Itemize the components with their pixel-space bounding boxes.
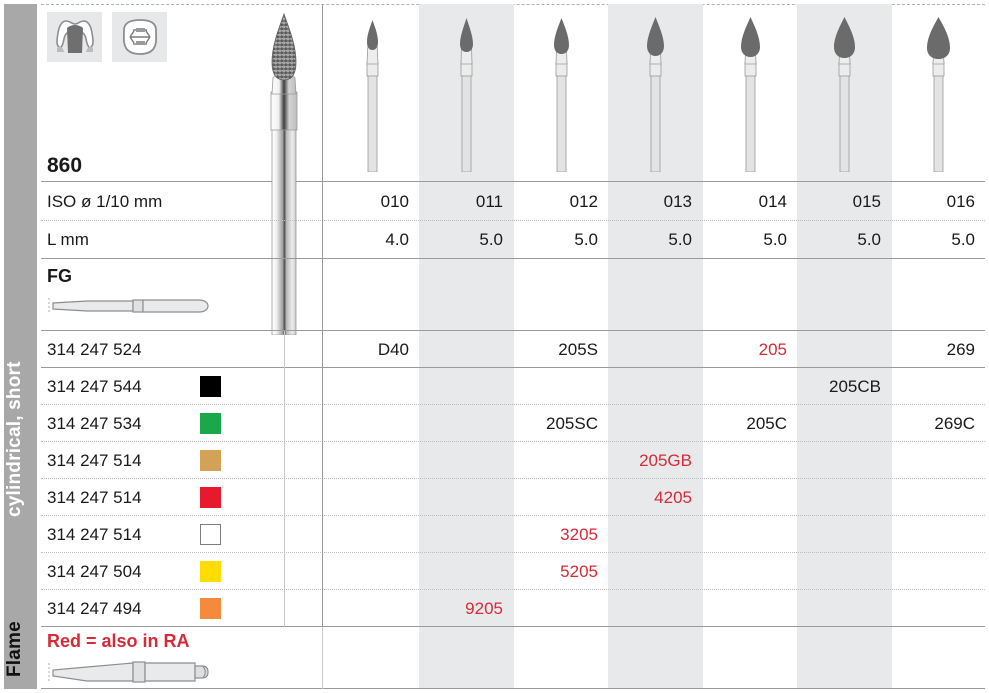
tooth-occlusal-icon — [112, 12, 167, 62]
ra-note-block: Red = also in RA — [41, 627, 985, 689]
sidebar-shape-group-label: cylindrical, short — [4, 361, 25, 517]
grit-swatch-white — [200, 524, 221, 545]
spec-row-length-label: L mm — [47, 230, 89, 249]
separator-row-6 — [41, 589, 985, 590]
shank-type-label: FG — [47, 266, 72, 286]
grit-swatch-orange — [200, 598, 221, 619]
product-row-3[interactable]: 314 247 514 205GB — [41, 442, 985, 478]
bur-illustration-012 — [514, 12, 608, 173]
iso-value-010: 010 — [380, 192, 409, 211]
product-code-0-016: 269 — [946, 340, 975, 359]
product-ref-5: 314 247 514 — [47, 525, 142, 544]
grit-swatch-yellow — [200, 561, 221, 582]
fg-shank-illustration — [47, 292, 222, 325]
product-ref-4: 314 247 514 — [47, 488, 142, 507]
bur-illustration-016 — [891, 12, 985, 173]
length-value-016: 5.0 — [951, 230, 975, 249]
length-value-015: 5.0 — [857, 230, 881, 249]
product-row-4[interactable]: 314 247 514 4205 — [41, 479, 985, 515]
ra-shank-illustration — [47, 657, 222, 692]
bur-illustration-011 — [419, 12, 513, 173]
product-code-3-013: 205GB — [639, 451, 692, 470]
bur-size-illustrations — [325, 4, 985, 182]
product-ref-6: 314 247 504 — [47, 562, 142, 581]
product-code-0-012: 205S — [558, 340, 598, 359]
grit-swatch-tan — [200, 450, 221, 471]
separator-below-fg — [41, 330, 985, 331]
vertical-rule-note — [322, 627, 323, 689]
separator-row-3 — [41, 478, 985, 479]
tooth-cross-section-icon — [47, 12, 102, 62]
product-code-2-014: 205C — [746, 414, 787, 433]
length-value-012: 5.0 — [574, 230, 598, 249]
bur-illustration-010 — [325, 12, 419, 173]
separator-row-5 — [41, 552, 985, 553]
product-ref-7: 314 247 494 — [47, 599, 142, 618]
product-row-1[interactable]: 314 247 544 205CB — [41, 368, 985, 404]
product-row-0[interactable]: 314 247 524 D40 205S 205 269 — [41, 331, 985, 367]
product-ref-1: 314 247 544 — [47, 377, 142, 396]
product-code-0-014: 205 — [758, 340, 787, 359]
separator-row-0 — [41, 367, 985, 368]
grit-swatch-green — [200, 413, 221, 434]
iso-value-013: 013 — [663, 192, 692, 211]
product-row-5[interactable]: 314 247 514 3205 — [41, 516, 985, 552]
product-ref-2: 314 247 534 — [47, 414, 142, 433]
separator-above-fg — [41, 258, 985, 259]
separator-iso-l — [41, 220, 985, 221]
length-value-013: 5.0 — [668, 230, 692, 249]
product-code-2-012: 205SC — [546, 414, 598, 433]
bur-illustration-014 — [703, 12, 797, 173]
separator-row-4 — [41, 515, 985, 516]
product-code-5-012: 3205 — [560, 525, 598, 544]
grit-swatch-black — [200, 376, 221, 397]
product-row-2[interactable]: 314 247 534 205SC 205C 269C — [41, 405, 985, 441]
product-code-7-011: 9205 — [465, 599, 503, 618]
iso-value-012: 012 — [569, 192, 598, 211]
iso-value-011: 011 — [475, 192, 503, 211]
sidebar: cylindrical, short Flame — [4, 4, 37, 689]
separator-row-7 — [41, 626, 985, 627]
product-code-2-016: 269C — [934, 414, 975, 433]
shank-block-fg: FG — [41, 258, 985, 330]
table-main: 860 — [41, 4, 985, 689]
iso-value-015: 015 — [852, 192, 881, 211]
bur-illustration-015 — [797, 12, 891, 173]
product-row-6[interactable]: 314 247 504 5205 — [41, 553, 985, 589]
product-code-1-015: 205CB — [829, 377, 881, 396]
length-value-011: 5.0 — [479, 230, 503, 249]
product-code-6-012: 5205 — [560, 562, 598, 581]
spec-row-length: L mm 4.0 5.0 5.0 5.0 5.0 5.0 5.0 — [41, 220, 985, 258]
separator-row-2 — [41, 441, 985, 442]
separator-row-1 — [41, 404, 985, 405]
vertical-rule-labelcol — [284, 331, 285, 627]
length-value-010: 4.0 — [385, 230, 409, 249]
ra-note-label: Red = also in RA — [47, 631, 190, 651]
bur-illustration-013 — [608, 12, 702, 173]
indication-icons — [47, 12, 167, 62]
iso-value-014: 014 — [758, 192, 787, 211]
iso-value-016: 016 — [946, 192, 975, 211]
spec-row-iso: ISO ø 1/10 mm 010 011 012 013 014 015 01… — [41, 182, 985, 220]
sidebar-shape-name-label: Flame — [4, 621, 25, 677]
figure-number: 860 — [47, 154, 83, 177]
product-code-0-010: D40 — [377, 340, 409, 359]
product-ref-3: 314 247 514 — [47, 451, 142, 470]
illustration-band: 860 — [41, 4, 985, 336]
vertical-rule-images — [322, 4, 323, 689]
separator-bottom — [41, 688, 985, 689]
product-ref-0: 314 247 524 — [47, 340, 142, 359]
spec-row-iso-label: ISO ø 1/10 mm — [47, 192, 163, 211]
product-code-4-013: 4205 — [654, 488, 692, 507]
length-value-014: 5.0 — [763, 230, 787, 249]
grit-swatch-red — [200, 487, 221, 508]
product-row-7[interactable]: 314 247 494 9205 — [41, 590, 985, 626]
